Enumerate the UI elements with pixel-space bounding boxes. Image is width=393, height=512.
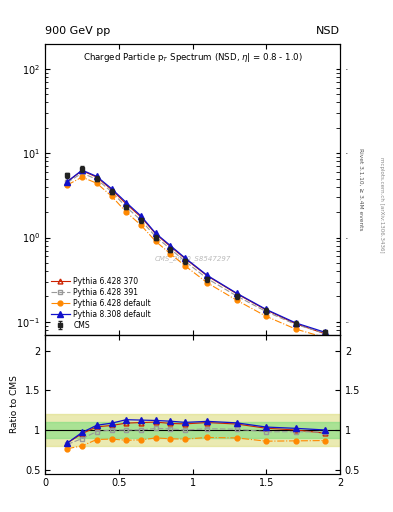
Pythia 6.428 391 xyxy=(323,330,328,336)
Y-axis label: Ratio to CMS: Ratio to CMS xyxy=(10,375,19,433)
Pythia 6.428 391 xyxy=(264,309,269,315)
Pythia 6.428 370 xyxy=(205,273,210,279)
Pythia 6.428 370 xyxy=(65,179,70,185)
Bar xyxy=(45,414,340,446)
Pythia 8.308 default xyxy=(80,167,84,173)
Pythia 6.428 370 xyxy=(264,307,269,313)
Pythia 8.308 default xyxy=(293,320,298,326)
Pythia 6.428 370 xyxy=(168,244,173,250)
Pythia 8.308 default xyxy=(234,290,239,296)
Pythia 6.428 default xyxy=(323,334,328,340)
Pythia 8.308 default xyxy=(183,255,187,261)
Line: Pythia 6.428 391: Pythia 6.428 391 xyxy=(65,170,328,336)
Pythia 6.428 default xyxy=(264,313,269,319)
Text: CMS_2010_S8547297: CMS_2010_S8547297 xyxy=(154,255,231,263)
Pythia 6.428 391 xyxy=(65,179,70,185)
Pythia 6.428 default xyxy=(293,326,298,332)
Pythia 6.428 391 xyxy=(109,188,114,195)
Y-axis label: Rivet 3.1.10, ≥ 3.4M events: Rivet 3.1.10, ≥ 3.4M events xyxy=(358,148,364,230)
Pythia 8.308 default xyxy=(323,329,328,335)
Pythia 6.428 default xyxy=(139,222,143,228)
Pythia 8.308 default xyxy=(205,272,210,279)
Pythia 8.308 default xyxy=(65,179,70,185)
Pythia 6.428 default xyxy=(94,180,99,186)
Pythia 6.428 391 xyxy=(139,217,143,223)
Line: Pythia 6.428 370: Pythia 6.428 370 xyxy=(65,168,328,336)
Pythia 6.428 391 xyxy=(94,176,99,182)
Line: Pythia 6.428 default: Pythia 6.428 default xyxy=(65,175,328,340)
Legend: Pythia 6.428 370, Pythia 6.428 391, Pythia 6.428 default, Pythia 8.308 default, : Pythia 6.428 370, Pythia 6.428 391, Pyth… xyxy=(49,275,153,331)
Pythia 8.308 default xyxy=(109,185,114,191)
Pythia 6.428 391 xyxy=(205,275,210,282)
Pythia 8.308 default xyxy=(264,306,269,312)
Line: Pythia 8.308 default: Pythia 8.308 default xyxy=(64,167,328,335)
Pythia 6.428 370 xyxy=(124,201,129,207)
Pythia 6.428 391 xyxy=(293,322,298,328)
Text: Charged Particle p$_T$ Spectrum (NSD, $\eta$| = 0.8 - 1.0): Charged Particle p$_T$ Spectrum (NSD, $\… xyxy=(83,51,303,64)
Text: NSD: NSD xyxy=(316,26,340,36)
Pythia 8.308 default xyxy=(139,213,143,219)
Pythia 6.428 391 xyxy=(168,246,173,252)
Pythia 6.428 391 xyxy=(80,170,84,176)
Pythia 6.428 370 xyxy=(323,331,328,337)
Pythia 6.428 default xyxy=(124,209,129,215)
Pythia 6.428 391 xyxy=(124,204,129,210)
Pythia 6.428 370 xyxy=(94,174,99,180)
Pythia 6.428 370 xyxy=(293,321,298,327)
Pythia 6.428 370 xyxy=(234,291,239,297)
Pythia 8.308 default xyxy=(94,174,99,180)
Pythia 6.428 default xyxy=(153,238,158,244)
Pythia 6.428 default xyxy=(65,182,70,188)
Pythia 6.428 370 xyxy=(109,186,114,193)
Pythia 6.428 391 xyxy=(153,233,158,240)
Pythia 6.428 default xyxy=(80,174,84,180)
Pythia 8.308 default xyxy=(153,230,158,237)
Pythia 6.428 391 xyxy=(234,293,239,299)
Pythia 6.428 370 xyxy=(80,167,84,174)
Pythia 6.428 391 xyxy=(183,259,187,265)
Pythia 6.428 default xyxy=(183,263,187,269)
Pythia 6.428 default xyxy=(234,297,239,303)
Pythia 6.428 default xyxy=(109,193,114,199)
Pythia 6.428 370 xyxy=(139,214,143,220)
Bar xyxy=(45,422,340,438)
Pythia 6.428 370 xyxy=(153,231,158,237)
Text: mcplots.cern.ch [arXiv:1306.3436]: mcplots.cern.ch [arXiv:1306.3436] xyxy=(379,157,384,252)
Pythia 8.308 default xyxy=(124,200,129,206)
Pythia 6.428 370 xyxy=(183,255,187,262)
Pythia 6.428 default xyxy=(168,251,173,257)
Text: 900 GeV pp: 900 GeV pp xyxy=(45,26,110,36)
Pythia 6.428 default xyxy=(205,280,210,286)
Pythia 8.308 default xyxy=(168,243,173,249)
